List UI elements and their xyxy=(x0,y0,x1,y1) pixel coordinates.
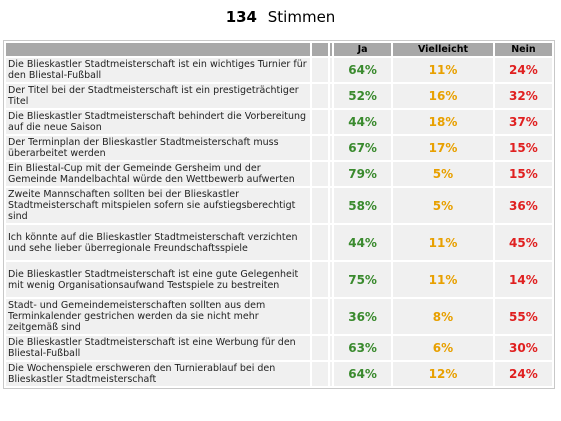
table-row: Ein Bliestal-Cup mit der Gemeinde Gershe… xyxy=(6,162,552,186)
vielleicht-percent: 5% xyxy=(393,162,493,186)
table-row: Stadt- und Gemeindemeisterschaften sollt… xyxy=(6,299,552,334)
table-row: Die Blieskastler Stadtmeisterschaft ist … xyxy=(6,262,552,297)
spacer-cell xyxy=(312,58,328,82)
spacer-cell xyxy=(330,58,332,82)
ja-percent: 63% xyxy=(334,336,392,360)
table-row: Ich könnte auf die Blieskastler Stadtmei… xyxy=(6,225,552,260)
vielleicht-percent: 11% xyxy=(393,225,493,260)
table-row: Der Terminplan der Blieskastler Stadtmei… xyxy=(6,136,552,160)
spacer-cell xyxy=(312,188,328,223)
vielleicht-percent: 18% xyxy=(393,110,493,134)
question-text: Die Blieskastler Stadtmeisterschaft ist … xyxy=(6,262,310,297)
vielleicht-column-header: Vielleicht xyxy=(393,43,493,56)
spacer-cell xyxy=(330,299,332,334)
nein-percent: 45% xyxy=(494,225,552,260)
nein-percent: 15% xyxy=(494,162,552,186)
vielleicht-percent: 5% xyxy=(393,188,493,223)
spacer-cell xyxy=(330,84,332,108)
spacer-cell xyxy=(330,188,332,223)
spacer-cell xyxy=(330,110,332,134)
spacer-column-header xyxy=(330,43,332,56)
spacer-cell xyxy=(330,262,332,297)
ja-percent: 58% xyxy=(334,188,392,223)
vote-count: 134 xyxy=(225,8,257,26)
ja-percent: 79% xyxy=(334,162,392,186)
spacer-cell xyxy=(312,336,328,360)
question-column-header xyxy=(6,43,310,56)
nein-percent: 30% xyxy=(494,336,552,360)
vielleicht-percent: 12% xyxy=(393,362,493,386)
question-text: Zweite Mannschaften sollten bei der Blie… xyxy=(6,188,310,223)
spacer-cell xyxy=(330,336,332,360)
question-text: Ein Bliestal-Cup mit der Gemeinde Gershe… xyxy=(6,162,310,186)
nein-percent: 24% xyxy=(494,58,552,82)
nein-percent: 24% xyxy=(494,362,552,386)
question-text: Die Blieskastler Stadtmeisterschaft ist … xyxy=(6,58,310,82)
vielleicht-percent: 17% xyxy=(393,136,493,160)
ja-percent: 44% xyxy=(334,110,392,134)
table-row: Die Wochenspiele erschweren den Turniera… xyxy=(6,362,552,386)
nein-column-header: Nein xyxy=(494,43,552,56)
spacer-cell xyxy=(330,225,332,260)
vote-count-header: 134 Stimmen xyxy=(0,6,561,28)
spacer-column-header xyxy=(312,43,328,56)
spacer-cell xyxy=(312,225,328,260)
nein-percent: 36% xyxy=(494,188,552,223)
vielleicht-percent: 11% xyxy=(393,58,493,82)
spacer-cell xyxy=(312,299,328,334)
vielleicht-percent: 6% xyxy=(393,336,493,360)
spacer-cell xyxy=(330,362,332,386)
question-text: Der Terminplan der Blieskastler Stadtmei… xyxy=(6,136,310,160)
vielleicht-percent: 11% xyxy=(393,262,493,297)
spacer-cell xyxy=(330,136,332,160)
ja-percent: 67% xyxy=(334,136,392,160)
question-text: Die Blieskastler Stadtmeisterschaft behi… xyxy=(6,110,310,134)
nein-percent: 14% xyxy=(494,262,552,297)
table-row: Die Blieskastler Stadtmeisterschaft ist … xyxy=(6,58,552,82)
question-text: Die Wochenspiele erschweren den Turniera… xyxy=(6,362,310,386)
nein-percent: 55% xyxy=(494,299,552,334)
nein-percent: 32% xyxy=(494,84,552,108)
ja-percent: 64% xyxy=(334,58,392,82)
table-row: Die Blieskastler Stadtmeisterschaft behi… xyxy=(6,110,552,134)
question-text: Ich könnte auf die Blieskastler Stadtmei… xyxy=(6,225,310,260)
spacer-cell xyxy=(312,162,328,186)
table-row: Zweite Mannschaften sollten bei der Blie… xyxy=(6,188,552,223)
ja-percent: 52% xyxy=(334,84,392,108)
table-header-row: Ja Vielleicht Nein xyxy=(6,43,552,56)
question-text: Stadt- und Gemeindemeisterschaften sollt… xyxy=(6,299,310,334)
ja-percent: 36% xyxy=(334,299,392,334)
table-row: Die Blieskastler Stadtmeisterschaft ist … xyxy=(6,336,552,360)
vielleicht-percent: 8% xyxy=(393,299,493,334)
question-text: Der Titel bei der Stadtmeisterschaft ist… xyxy=(6,84,310,108)
ja-percent: 64% xyxy=(334,362,392,386)
ja-column-header: Ja xyxy=(334,43,392,56)
question-text: Die Blieskastler Stadtmeisterschaft ist … xyxy=(6,336,310,360)
table-row: Der Titel bei der Stadtmeisterschaft ist… xyxy=(6,84,552,108)
spacer-cell xyxy=(330,162,332,186)
vote-count-label: Stimmen xyxy=(267,8,336,26)
nein-percent: 15% xyxy=(494,136,552,160)
vielleicht-percent: 16% xyxy=(393,84,493,108)
spacer-cell xyxy=(312,362,328,386)
spacer-cell xyxy=(312,84,328,108)
ja-percent: 44% xyxy=(334,225,392,260)
spacer-cell xyxy=(312,110,328,134)
spacer-cell xyxy=(312,136,328,160)
nein-percent: 37% xyxy=(494,110,552,134)
spacer-cell xyxy=(312,262,328,297)
poll-results-table: Ja Vielleicht Nein Die Blieskastler Stad… xyxy=(3,40,555,389)
ja-percent: 75% xyxy=(334,262,392,297)
